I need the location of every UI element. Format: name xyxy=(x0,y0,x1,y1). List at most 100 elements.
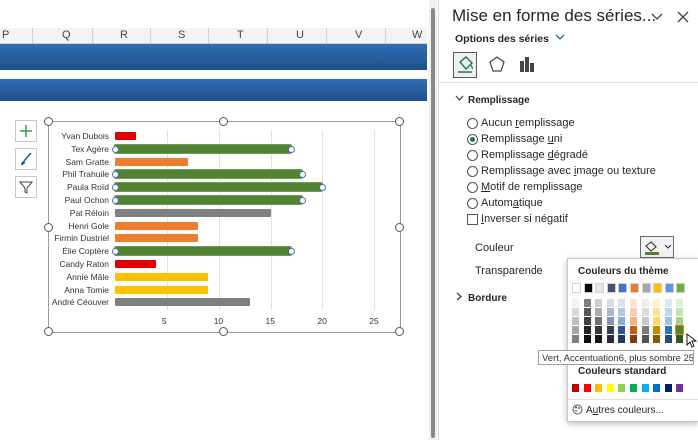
color-swatch[interactable] xyxy=(618,299,626,307)
bar[interactable] xyxy=(115,298,250,307)
selection-point[interactable] xyxy=(112,248,119,256)
fill-option-radio[interactable] xyxy=(467,118,478,129)
scrollbar-thumb[interactable] xyxy=(431,8,435,438)
section-fill-header[interactable]: Remplissage xyxy=(455,94,530,106)
fill-option-radio[interactable] xyxy=(467,134,478,145)
color-swatch[interactable] xyxy=(583,308,591,316)
color-swatch[interactable] xyxy=(572,308,579,316)
color-swatch[interactable] xyxy=(675,325,685,335)
color-swatch[interactable] xyxy=(618,317,626,325)
color-swatch[interactable] xyxy=(606,299,614,307)
color-swatch[interactable] xyxy=(595,317,603,325)
color-swatch[interactable] xyxy=(664,299,672,307)
color-swatch[interactable] xyxy=(676,317,684,325)
bar[interactable] xyxy=(114,195,303,205)
standard-color-swatch[interactable] xyxy=(572,384,579,392)
color-swatch[interactable] xyxy=(641,283,651,293)
color-swatch[interactable] xyxy=(583,299,591,307)
color-swatch[interactable] xyxy=(630,283,639,293)
color-swatch[interactable] xyxy=(653,326,661,334)
column-header-T[interactable]: T xyxy=(237,29,244,41)
color-swatch[interactable] xyxy=(664,283,674,293)
column-header-W[interactable]: W xyxy=(412,29,423,41)
section-border-header[interactable]: Bordure xyxy=(455,292,507,304)
color-swatch[interactable] xyxy=(595,308,603,316)
color-swatch[interactable] xyxy=(606,308,614,316)
color-swatch[interactable] xyxy=(653,283,663,293)
bar[interactable] xyxy=(115,157,188,166)
bar[interactable] xyxy=(115,221,198,230)
column-header-S[interactable]: S xyxy=(178,29,186,41)
color-swatch[interactable] xyxy=(583,283,593,293)
selection-point[interactable] xyxy=(112,184,119,192)
selection-point[interactable] xyxy=(112,197,119,204)
color-swatch[interactable] xyxy=(653,299,661,307)
color-picker-button[interactable] xyxy=(640,236,674,258)
bar-chart[interactable]: 5 10 15 20 25 Yvan Dubois Tex Agère Sam Gratte P… xyxy=(48,121,401,333)
fill-option-radio[interactable] xyxy=(467,150,478,161)
column-header-U[interactable]: U xyxy=(296,29,304,41)
color-swatch[interactable] xyxy=(583,335,591,343)
fill-option-radio[interactable] xyxy=(467,198,478,209)
standard-color-swatch[interactable] xyxy=(595,384,603,392)
fill-option-radio[interactable] xyxy=(467,182,478,193)
resize-handle[interactable] xyxy=(44,327,53,336)
chart-filters-button[interactable] xyxy=(15,176,37,198)
resize-handle[interactable] xyxy=(219,117,228,126)
color-swatch[interactable] xyxy=(606,283,616,293)
color-swatch[interactable] xyxy=(583,326,591,334)
selection-point[interactable] xyxy=(298,171,306,179)
color-swatch[interactable] xyxy=(676,308,684,316)
color-swatch[interactable] xyxy=(676,299,684,307)
column-header-P[interactable]: P xyxy=(2,29,10,41)
resize-handle[interactable] xyxy=(219,327,228,336)
color-swatch[interactable] xyxy=(618,335,626,343)
series-options-dropdown[interactable]: Options des séries xyxy=(455,33,565,45)
column-header-R[interactable]: R xyxy=(120,29,128,41)
color-swatch[interactable] xyxy=(572,283,581,293)
standard-color-swatch[interactable] xyxy=(618,384,626,392)
color-swatch[interactable] xyxy=(572,317,579,325)
selection-point[interactable] xyxy=(112,145,119,153)
color-swatch[interactable] xyxy=(664,317,672,325)
color-swatch[interactable] xyxy=(630,326,637,334)
standard-color-swatch[interactable] xyxy=(664,384,672,392)
chart-elements-button[interactable] xyxy=(15,120,37,142)
selection-point[interactable] xyxy=(319,184,327,192)
resize-handle[interactable] xyxy=(44,117,53,126)
bar[interactable] xyxy=(115,208,271,217)
color-swatch[interactable] xyxy=(664,335,672,343)
chart-styles-button[interactable] xyxy=(15,148,37,170)
standard-color-swatch[interactable] xyxy=(630,384,637,392)
color-swatch[interactable] xyxy=(630,317,637,325)
resize-handle[interactable] xyxy=(44,223,53,232)
color-swatch[interactable] xyxy=(676,283,686,293)
bar[interactable] xyxy=(115,285,209,294)
standard-color-swatch[interactable] xyxy=(653,384,661,392)
color-swatch[interactable] xyxy=(618,308,626,316)
more-colors-link[interactable]: Autres couleurs... xyxy=(572,404,664,416)
color-swatch[interactable] xyxy=(653,308,661,316)
color-swatch[interactable] xyxy=(630,299,637,307)
resize-handle[interactable] xyxy=(395,327,404,336)
color-swatch[interactable] xyxy=(606,317,614,325)
color-swatch[interactable] xyxy=(630,308,637,316)
color-swatch[interactable] xyxy=(606,335,614,343)
standard-color-swatch[interactable] xyxy=(583,384,591,392)
color-swatch[interactable] xyxy=(664,326,672,334)
selection-point[interactable] xyxy=(288,145,296,153)
fill-option-radio[interactable] xyxy=(467,166,478,177)
column-header-V[interactable]: V xyxy=(355,29,363,41)
color-swatch[interactable] xyxy=(641,299,649,307)
color-swatch[interactable] xyxy=(572,326,579,334)
bar[interactable] xyxy=(114,169,303,180)
close-icon[interactable] xyxy=(677,11,689,23)
selection-point[interactable] xyxy=(298,197,306,204)
chevron-down-icon[interactable] xyxy=(651,12,663,22)
selection-point[interactable] xyxy=(112,171,119,179)
color-swatch[interactable] xyxy=(595,335,603,343)
invert-if-negative-checkbox[interactable] xyxy=(467,214,478,225)
resize-handle[interactable] xyxy=(395,117,404,126)
color-swatch[interactable] xyxy=(606,326,614,334)
color-swatch[interactable] xyxy=(572,335,579,343)
